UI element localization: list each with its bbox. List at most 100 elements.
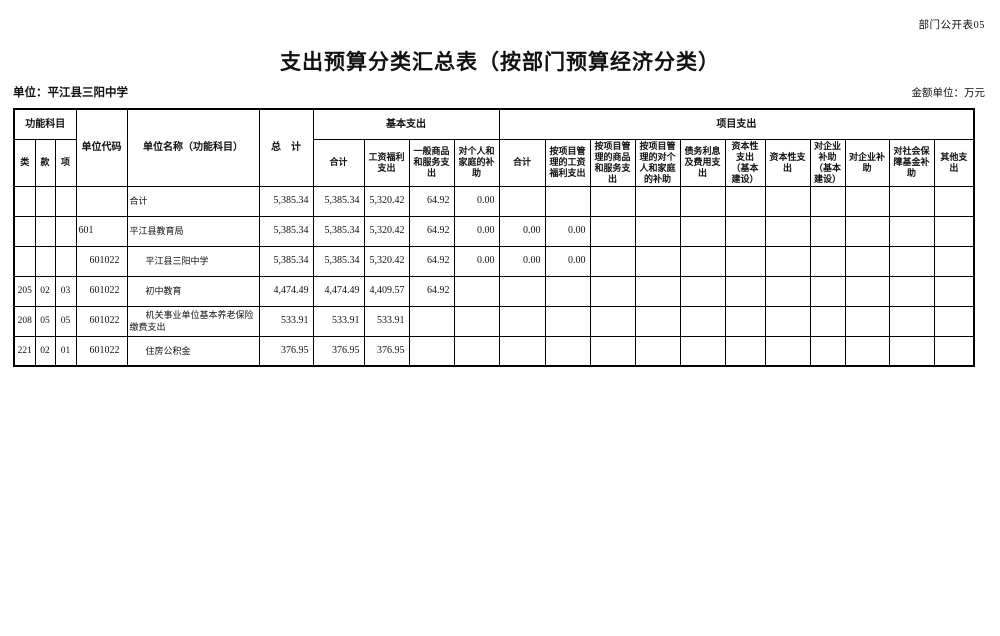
cell-value-13 — [844, 245, 890, 277]
cell-value-4 — [453, 305, 500, 337]
cell-item: 01 — [54, 335, 77, 367]
cell-value-10 — [724, 185, 766, 217]
cell-unit-code: 601022 — [75, 245, 128, 277]
cell-unit-name: 初中教育 — [126, 275, 260, 307]
cell-value-5 — [498, 185, 546, 217]
cell-value-9 — [679, 305, 726, 337]
cell-value-12 — [809, 305, 846, 337]
header-total: 总 计 — [258, 108, 314, 187]
cell-value-7 — [589, 305, 636, 337]
header-func-group: 功能科目 — [13, 108, 77, 140]
cell-value-15 — [933, 245, 975, 277]
cell-value-11 — [764, 335, 811, 367]
header-project-wages: 按项目管理的工资福利支出 — [544, 138, 591, 187]
cell-value-3 — [408, 335, 455, 367]
cell-value-12 — [809, 335, 846, 367]
cell-value-3: 64.92 — [408, 275, 455, 307]
cell-value-1: 5,385.34 — [312, 245, 365, 277]
cell-value-13 — [844, 335, 890, 367]
cell-value-15 — [933, 215, 975, 247]
cell-value-14 — [888, 245, 935, 277]
header-group-row: 功能科目 单位代码 单位名称（功能科目） 总 计 基本支出 项目支出 — [13, 108, 975, 187]
cell-value-14 — [888, 335, 935, 367]
header-unit-name: 单位名称（功能科目） — [126, 108, 260, 187]
cell-value-11 — [764, 185, 811, 217]
cell-value-8 — [634, 305, 681, 337]
cell-value-0: 376.95 — [258, 335, 314, 367]
cell-value-5 — [498, 305, 546, 337]
cell-value-6 — [544, 335, 591, 367]
cell-value-10 — [724, 335, 766, 367]
cell-value-6 — [544, 305, 591, 337]
cell-value-13 — [844, 185, 890, 217]
cell-value-11 — [764, 245, 811, 277]
cell-section: 05 — [34, 305, 56, 337]
cell-unit-name: 住房公积金 — [126, 335, 260, 367]
cell-value-1: 376.95 — [312, 335, 365, 367]
cell-item — [54, 245, 77, 277]
cell-value-2: 5,320.42 — [363, 185, 410, 217]
cell-value-15 — [933, 275, 975, 307]
cell-value-9 — [679, 245, 726, 277]
cell-value-5 — [498, 335, 546, 367]
cell-value-3: 64.92 — [408, 185, 455, 217]
cell-section — [34, 245, 56, 277]
cell-class: 208 — [13, 305, 36, 337]
cell-section: 02 — [34, 275, 56, 307]
cell-item: 05 — [54, 305, 77, 337]
cell-unit-name: 合计 — [126, 185, 260, 217]
cell-value-0: 4,474.49 — [258, 275, 314, 307]
cell-value-4: 0.00 — [453, 245, 500, 277]
cell-value-1: 533.91 — [312, 305, 365, 337]
cell-unit-name: 机关事业单位基本养老保险缴费支出 — [126, 305, 260, 337]
cell-unit-code: 601022 — [75, 275, 128, 307]
header-basic-wages: 工资福利支出 — [363, 138, 410, 187]
cell-value-5 — [498, 275, 546, 307]
amount-unit-label: 金额单位：万元 — [911, 88, 986, 99]
cell-section — [34, 215, 56, 247]
cell-value-2: 5,320.42 — [363, 245, 410, 277]
unit-label: 单位：平江县三阳中学 — [13, 87, 128, 99]
header-section: 款 — [34, 138, 56, 187]
cell-value-1: 5,385.34 — [312, 215, 365, 247]
cell-value-1: 4,474.49 — [312, 275, 365, 307]
header-class: 类 — [13, 138, 36, 187]
cell-value-11 — [764, 275, 811, 307]
cell-value-8 — [634, 275, 681, 307]
cell-value-6 — [544, 275, 591, 307]
cell-value-0: 5,385.34 — [258, 245, 314, 277]
cell-value-10 — [724, 305, 766, 337]
cell-unit-code: 601022 — [75, 335, 128, 367]
cell-value-8 — [634, 185, 681, 217]
cell-unit-code: 601022 — [75, 305, 128, 337]
cell-value-2: 4,409.57 — [363, 275, 410, 307]
cell-value-12 — [809, 275, 846, 307]
cell-value-2: 5,320.42 — [363, 215, 410, 247]
cell-value-14 — [888, 215, 935, 247]
budget-summary-table: 功能科目 单位代码 单位名称（功能科目） 总 计 基本支出 项目支出 类 款 项… — [13, 108, 976, 367]
header-unit-code: 单位代码 — [75, 108, 128, 187]
cell-value-4 — [453, 275, 500, 307]
table-row: 合计 5,385.34 5,385.34 5,320.42 64.92 0.00 — [13, 185, 975, 217]
cell-value-13 — [844, 275, 890, 307]
cell-item: 03 — [54, 275, 77, 307]
cell-value-9 — [679, 275, 726, 307]
table-body: 合计 5,385.34 5,385.34 5,320.42 64.92 0.00 601 平江… — [13, 185, 975, 367]
header-social-security: 对社会保障基金补助 — [888, 138, 935, 187]
cell-class — [13, 245, 36, 277]
cell-value-10 — [724, 215, 766, 247]
table-row: 601 平江县教育局 5,385.34 5,385.34 5,320.42 64.92 0.… — [13, 215, 975, 247]
cell-value-13 — [844, 305, 890, 337]
cell-value-0: 5,385.34 — [258, 185, 314, 217]
cell-item — [54, 215, 77, 247]
header-sub-row: 类 款 项 合计 工资福利支出 一般商品和服务支出 对个人和家庭的补助 合计 按… — [13, 138, 975, 187]
header-basic-individual: 对个人和家庭的补助 — [453, 138, 500, 187]
header-project-goods: 按项目管理的商品和服务支出 — [589, 138, 636, 187]
cell-class — [13, 185, 36, 217]
header-basic-subtotal: 合计 — [312, 138, 365, 187]
cell-value-0: 533.91 — [258, 305, 314, 337]
table-row: 208 05 05 601022 机关事业单位基本养老保险缴费支出 533.91 533.9… — [13, 305, 975, 337]
cell-value-10 — [724, 275, 766, 307]
cell-class — [13, 215, 36, 247]
cell-value-12 — [809, 185, 846, 217]
